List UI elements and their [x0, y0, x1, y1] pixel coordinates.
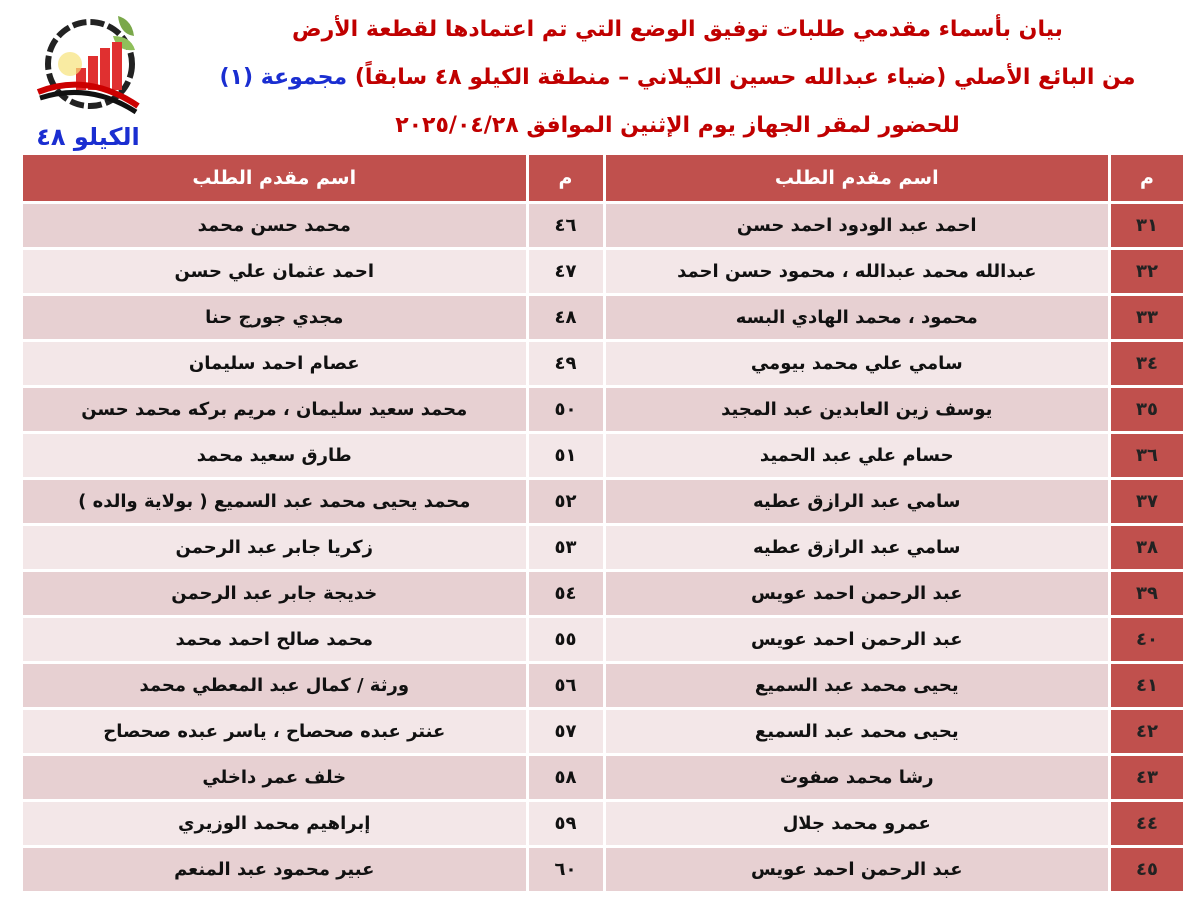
applicant-name: محمد سعيد سليمان ، مريم بركه محمد حسن: [23, 388, 526, 431]
applicant-name: محمود ، محمد الهادي البسه: [605, 296, 1108, 339]
row-number: ٣٨: [1111, 526, 1183, 569]
table-row: ٣٨ سامي عبد الرازق عطيه ٥٣ زكريا جابر عبد ا…: [23, 526, 1183, 569]
applicant-name: محمد صالح احمد محمد: [23, 618, 526, 661]
table-row: ٣٤ سامي علي محمد بيومي ٤٩ عصام احمد سليمان: [23, 342, 1183, 385]
title-line-1: بيان بأسماء مقدمي طلبات توفيق الوضع التي…: [292, 17, 1063, 42]
row-number: ٥٠: [528, 388, 603, 431]
document-header: بيان بأسماء مقدمي طلبات توفيق الوضع التي…: [165, 0, 1190, 150]
table-row: ٤٣ رشا محمد صفوت ٥٨ خلف عمر داخلي: [23, 756, 1183, 799]
row-number: ٤٣: [1111, 756, 1183, 799]
table-header-row: م اسم مقدم الطلب م اسم مقدم الطلب: [23, 155, 1183, 201]
applicant-name: زكريا جابر عبد الرحمن: [23, 526, 526, 569]
header-name-2: اسم مقدم الطلب: [23, 155, 526, 201]
logo: الكيلو ٤٨: [18, 6, 158, 151]
applicant-name: يحيى محمد عبد السميع: [605, 664, 1108, 707]
row-number: ٥٧: [528, 710, 603, 753]
table-row: ٣٣ محمود ، محمد الهادي البسه ٤٨ مجدي جورج ح…: [23, 296, 1183, 339]
applicant-name: سامي عبد الرازق عطيه: [605, 480, 1108, 523]
table-row: ٣١ احمد عبد الودود احمد حسن ٤٦ محمد حسن محم…: [23, 204, 1183, 247]
applicants-table: م اسم مقدم الطلب م اسم مقدم الطلب ٣١ احمد…: [20, 152, 1186, 894]
header-num-2: م: [528, 155, 603, 201]
table-row: ٤٤ عمرو محمد جلال ٥٩ إبراهيم محمد الوزيري: [23, 802, 1183, 845]
applicant-name: محمد يحيى محمد عبد السميع ( بولاية والده…: [23, 480, 526, 523]
header-num-1: م: [1111, 155, 1183, 201]
applicant-name: سامي علي محمد بيومي: [605, 342, 1108, 385]
table-row: ٤١ يحيى محمد عبد السميع ٥٦ ورثة / كمال عبد …: [23, 664, 1183, 707]
applicant-name: عمرو محمد جلال: [605, 802, 1108, 845]
row-number: ٥٨: [528, 756, 603, 799]
row-number: ٤٠: [1111, 618, 1183, 661]
row-number: ٣٧: [1111, 480, 1183, 523]
row-number: ٥٤: [528, 572, 603, 615]
row-number: ٤٧: [528, 250, 603, 293]
row-number: ٥٥: [528, 618, 603, 661]
applicant-name: حسام علي عبد الحميد: [605, 434, 1108, 477]
row-number: ٥٦: [528, 664, 603, 707]
applicant-name: خديجة جابر عبد الرحمن: [23, 572, 526, 615]
title-line-2-text: من البائع الأصلي (ضياء عبدالله حسين الكي…: [354, 65, 1136, 90]
group-label: مجموعة (١): [219, 65, 348, 90]
applicant-name: عبد الرحمن احمد عويس: [605, 848, 1108, 891]
row-number: ٣٦: [1111, 434, 1183, 477]
applicant-name: مجدي جورج حنا: [23, 296, 526, 339]
row-number: ٦٠: [528, 848, 603, 891]
row-number: ٥٢: [528, 480, 603, 523]
applicant-name: احمد عثمان علي حسن: [23, 250, 526, 293]
table-row: ٤٠ عبد الرحمن احمد عويس ٥٥ محمد صالح احمد م…: [23, 618, 1183, 661]
row-number: ٣٢: [1111, 250, 1183, 293]
title-line-2: من البائع الأصلي (ضياء عبدالله حسين الكي…: [165, 54, 1190, 102]
applicant-name: ورثة / كمال عبد المعطي محمد: [23, 664, 526, 707]
row-number: ٣٤: [1111, 342, 1183, 385]
applicant-name: يوسف زين العابدين عبد المجيد: [605, 388, 1108, 431]
table-row: ٣٢ عبدالله محمد عبدالله ، محمود حسن احمد ٤…: [23, 250, 1183, 293]
row-number: ٥٩: [528, 802, 603, 845]
applicant-name: عصام احمد سليمان: [23, 342, 526, 385]
row-number: ٥١: [528, 434, 603, 477]
applicant-name: إبراهيم محمد الوزيري: [23, 802, 526, 845]
applicant-name: عبير محمود عبد المنعم: [23, 848, 526, 891]
table-row: ٣٦ حسام علي عبد الحميد ٥١ طارق سعيد محمد: [23, 434, 1183, 477]
applicant-name: عنتر عبده صحصاح ، ياسر عبده صحصاح: [23, 710, 526, 753]
row-number: ٥٣: [528, 526, 603, 569]
applicant-name: سامي عبد الرازق عطيه: [605, 526, 1108, 569]
applicant-name: عبد الرحمن احمد عويس: [605, 618, 1108, 661]
applicant-name: محمد حسن محمد: [23, 204, 526, 247]
row-number: ٤٤: [1111, 802, 1183, 845]
table-row: ٤٥ عبد الرحمن احمد عويس ٦٠ عبير محمود عبد ا…: [23, 848, 1183, 891]
row-number: ٤١: [1111, 664, 1183, 707]
table-row: ٣٥ يوسف زين العابدين عبد المجيد ٥٠ محمد سعي…: [23, 388, 1183, 431]
row-number: ٤٢: [1111, 710, 1183, 753]
row-number: ٤٩: [528, 342, 603, 385]
row-number: ٣٩: [1111, 572, 1183, 615]
applicant-name: طارق سعيد محمد: [23, 434, 526, 477]
title-line-3: للحضور لمقر الجهاز يوم الإثنين الموافق ٢…: [395, 113, 960, 138]
applicant-name: خلف عمر داخلي: [23, 756, 526, 799]
row-number: ٣٥: [1111, 388, 1183, 431]
table-body: ٣١ احمد عبد الودود احمد حسن ٤٦ محمد حسن محم…: [23, 204, 1183, 891]
row-number: ٤٨: [528, 296, 603, 339]
applicant-name: يحيى محمد عبد السميع: [605, 710, 1108, 753]
row-number: ٤٦: [528, 204, 603, 247]
table-row: ٤٢ يحيى محمد عبد السميع ٥٧ عنتر عبده صحصاح …: [23, 710, 1183, 753]
table-row: ٣٧ سامي عبد الرازق عطيه ٥٢ محمد يحيى محمد ع…: [23, 480, 1183, 523]
logo-emblem-icon: [36, 16, 140, 115]
header-name-1: اسم مقدم الطلب: [605, 155, 1108, 201]
applicant-name: عبد الرحمن احمد عويس: [605, 572, 1108, 615]
applicant-name: رشا محمد صفوت: [605, 756, 1108, 799]
applicant-name: عبدالله محمد عبدالله ، محمود حسن احمد: [605, 250, 1108, 293]
applicant-name: احمد عبد الودود احمد حسن: [605, 204, 1108, 247]
row-number: ٣٣: [1111, 296, 1183, 339]
row-number: ٣١: [1111, 204, 1183, 247]
row-number: ٤٥: [1111, 848, 1183, 891]
table-row: ٣٩ عبد الرحمن احمد عويس ٥٤ خديجة جابر عبد ا…: [23, 572, 1183, 615]
logo-text: الكيلو ٤٨: [36, 123, 140, 151]
